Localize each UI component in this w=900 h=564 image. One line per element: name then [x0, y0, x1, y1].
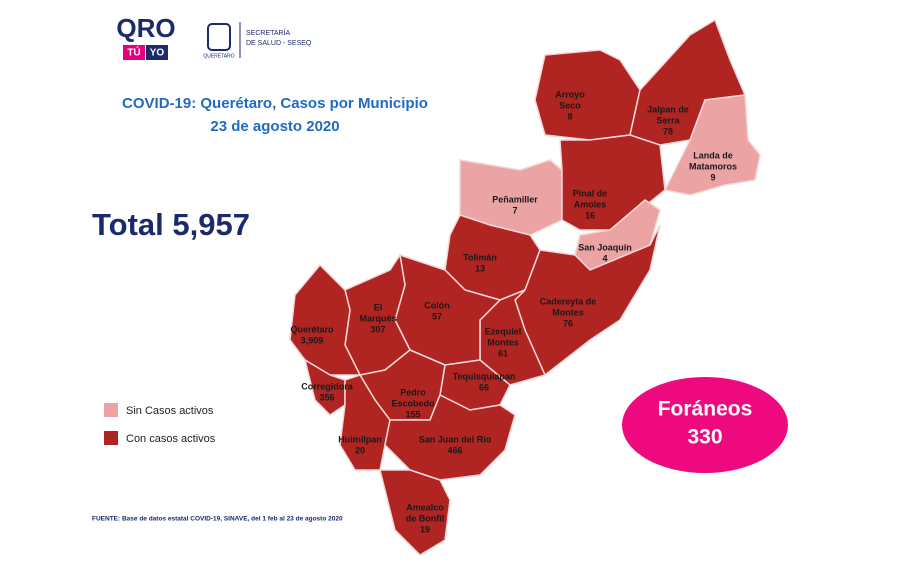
municipality-name: Seco: [559, 100, 581, 110]
title: COVID-19: Querétaro, Casos por Municipio: [122, 95, 428, 112]
municipality-cases: 20: [355, 445, 365, 455]
municipality-area: [379, 469, 451, 556]
municipality-name: Amoles: [574, 199, 607, 209]
municipality-name: Marqués: [359, 313, 396, 323]
municipality-name: Colón: [424, 300, 450, 310]
department: SECRETARÍA: [246, 28, 291, 37]
foreign-value: 330: [687, 426, 722, 449]
municipality-cases: 307: [370, 324, 385, 334]
municipality-cases: 3,909: [301, 335, 324, 345]
municipality-cases: 78: [663, 126, 673, 136]
municipality-name: Jalpan de: [647, 104, 689, 114]
municipality-cases: 61: [498, 348, 508, 358]
source: FUENTE: Base de datos estatal COVID-19, …: [92, 516, 343, 523]
municipality-name: Landa de: [693, 150, 733, 160]
municipality-name: Corregidora: [301, 381, 354, 391]
municipality-cases: 19: [420, 524, 430, 534]
municipality-cases: 4: [602, 253, 607, 263]
municipality-name: El: [374, 302, 383, 312]
municipality-cases: 76: [563, 318, 573, 328]
foreign-label: Foráneos: [658, 398, 753, 421]
municipality-cases: 466: [447, 445, 462, 455]
municipality-cases: 57: [432, 311, 442, 321]
municipality-name: Pinal de: [573, 188, 608, 198]
municipality-cases: 8: [567, 111, 572, 121]
total-text: Total: [92, 207, 164, 242]
municipality-name: Peñamiller: [492, 194, 538, 204]
logo: QRO: [116, 13, 175, 43]
municipality-name: Montes: [487, 337, 519, 347]
municipality-area: [384, 393, 516, 481]
municipality-name: San Juan del Río: [419, 434, 492, 444]
legend-label: Con casos activos: [126, 433, 216, 445]
department: DE SALUD - SESEQ: [246, 40, 312, 47]
municipality-name: Huimilpan: [338, 434, 382, 444]
municipality-cases: 356: [319, 392, 334, 402]
logo-tag: [123, 45, 145, 60]
municipality-cases: 13: [475, 263, 485, 273]
logo-sub: TÚ: [127, 46, 140, 59]
municipality-name: Montes: [552, 307, 584, 317]
municipality-name: Pedro: [400, 387, 426, 397]
municipality-name: Tolimán: [463, 252, 497, 262]
municipality-cases: 9: [710, 172, 715, 182]
municipality-area: [339, 374, 391, 471]
municipality-name: de Bonfil: [406, 513, 445, 523]
legend-swatch: [104, 403, 118, 417]
municipality-name: Querétaro: [290, 324, 334, 334]
municipality-name: Amealco: [406, 502, 444, 512]
municipality-cases: 155: [405, 409, 420, 419]
total-label: Total 5,957: [92, 207, 250, 242]
municipality-area: [663, 94, 761, 196]
emblem: [207, 23, 231, 51]
municipality-name: Arroyo: [555, 89, 585, 99]
emblem-caption: QUERÉTARO: [203, 52, 234, 59]
municipality-cases: 66: [479, 382, 489, 392]
municipality-name: Tequisquiapan: [453, 371, 516, 381]
municipality-name: Ezequiel: [485, 326, 522, 336]
legend-swatch: [104, 431, 118, 445]
municipality-name: San Joaquín: [578, 242, 632, 252]
municipality-name: Escobedo: [391, 398, 435, 408]
legend-label: Sin Casos activos: [126, 405, 214, 417]
logo-tag: [146, 45, 168, 60]
municipality-cases: 16: [585, 210, 595, 220]
municipality-cases: 7: [512, 205, 517, 215]
municipality-area: [289, 263, 362, 376]
municipality-name: Serra: [656, 115, 680, 125]
municipality-name: Matamoros: [689, 161, 737, 171]
foreign-badge: [622, 377, 788, 473]
municipality-name: Cadereyta de: [540, 296, 597, 306]
date: 23 de agosto 2020: [210, 118, 339, 135]
total-value: 5,957: [172, 207, 250, 242]
logo-sub: YO: [150, 48, 165, 59]
